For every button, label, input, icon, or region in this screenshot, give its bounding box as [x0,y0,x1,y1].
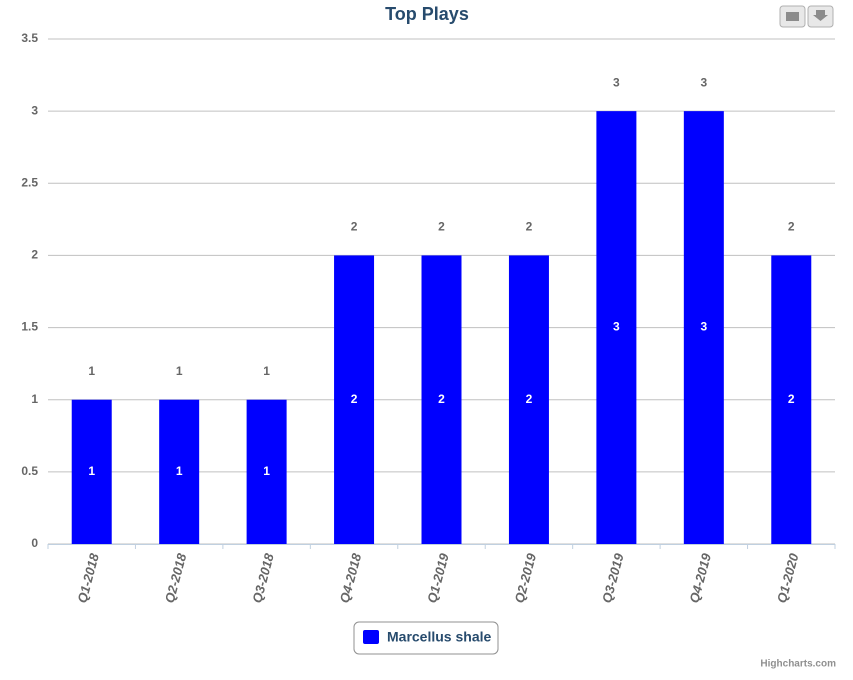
bar [71,399,112,544]
value-label: 2 [526,392,533,406]
value-label: 3 [700,320,707,334]
x-tick-label: Q1-2018 [74,551,102,604]
bar [246,399,287,544]
bar [683,111,724,545]
bar [771,255,812,544]
value-label: 1 [176,464,183,478]
value-label: 3 [613,320,620,334]
legend-box [353,621,499,655]
value-label: 1 [263,464,270,478]
credits: Highcharts.com [760,659,836,670]
bar [508,255,549,544]
y-tick-label: 2 [31,248,38,262]
legend-label[interactable]: Marcellus shale [387,629,491,645]
print-button[interactable] [779,5,806,28]
y-tick-label: 0 [31,536,38,550]
bar [421,255,462,544]
value-label: 1 [88,464,95,478]
y-tick-label: 3.5 [21,31,38,45]
x-tick-label: Q4-2019 [686,551,714,604]
value-label: 2 [438,392,445,406]
bar [334,255,375,544]
x-tick-label: Q1-2020 [774,551,802,604]
y-tick-label: 1 [31,392,38,406]
total-label: 1 [263,364,270,378]
total-label: 1 [88,364,95,378]
value-label: 2 [788,392,795,406]
x-tick-label: Q2-2018 [162,551,190,604]
total-label: 2 [351,220,358,234]
x-tick-label: Q3-2019 [599,551,627,604]
y-tick-label: 3 [31,103,38,117]
x-tick-label: Q4-2018 [337,551,365,604]
legend: Marcellus shale [353,621,499,655]
chart-title: Top Plays [385,4,469,24]
total-label: 2 [788,220,795,234]
y-tick-label: 2.5 [21,175,38,189]
total-label: 2 [526,220,533,234]
total-label: 2 [438,220,445,234]
bar [596,111,637,545]
y-tick-label: 0.5 [21,464,38,478]
total-label: 1 [176,364,183,378]
x-tick-label: Q2-2019 [512,551,540,604]
print-icon [786,12,799,21]
y-tick-label: 1.5 [21,320,38,334]
x-tick-label: Q3-2018 [249,551,277,604]
x-tick-label: Q1-2019 [424,551,452,604]
bar [159,399,200,544]
download-icon [813,10,828,21]
total-label: 3 [700,75,707,89]
value-label: 2 [351,392,358,406]
total-label: 3 [613,75,620,89]
legend-swatch[interactable] [363,630,379,644]
export-button[interactable] [807,5,834,28]
